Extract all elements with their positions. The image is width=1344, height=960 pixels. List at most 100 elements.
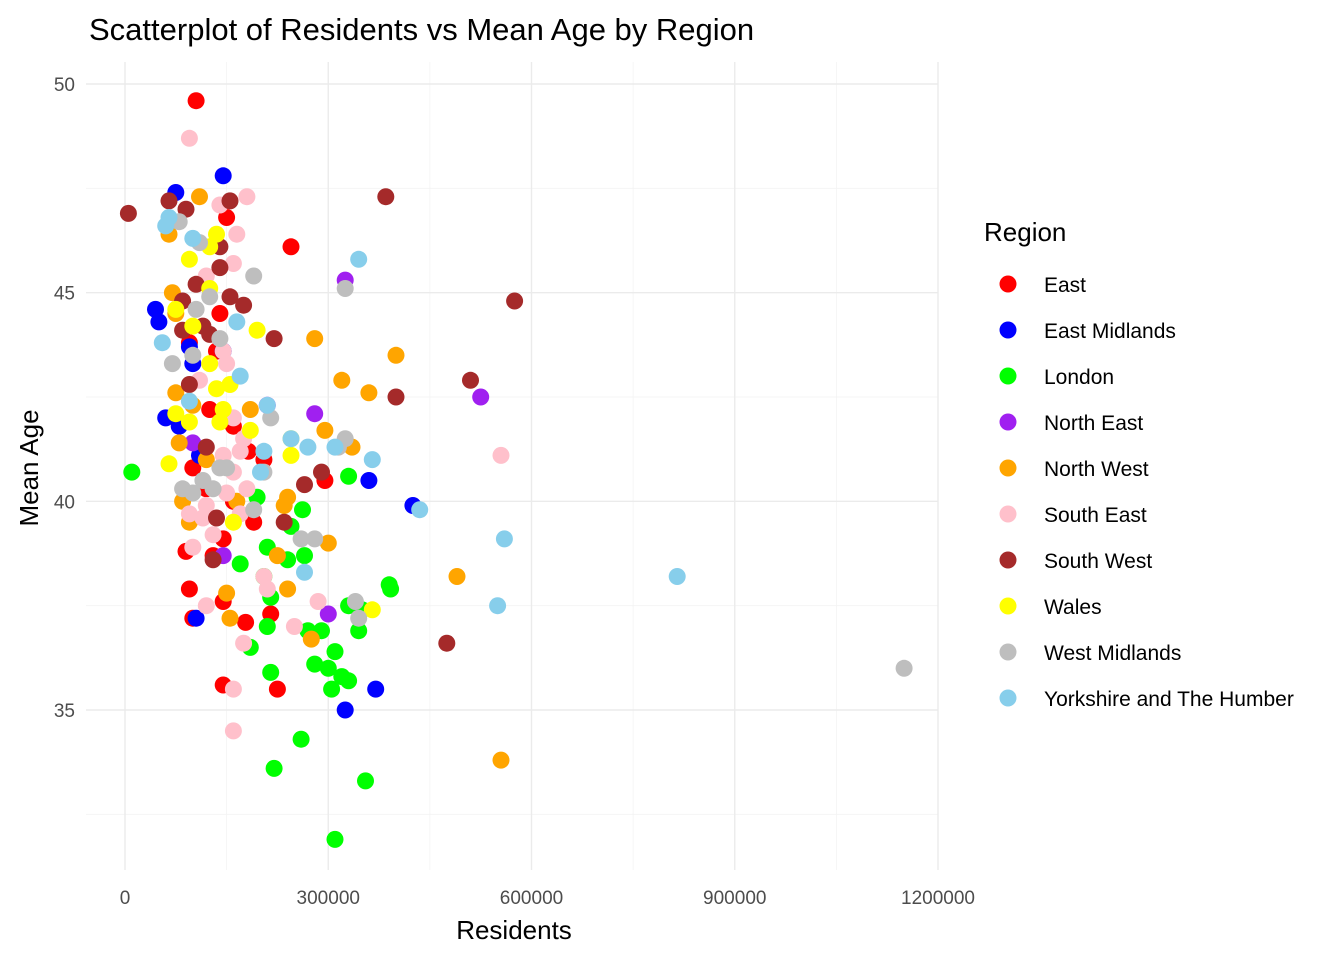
x-tick-label: 600000 bbox=[500, 888, 563, 909]
data-point bbox=[231, 367, 249, 385]
data-point bbox=[187, 300, 205, 318]
data-point bbox=[208, 380, 225, 398]
data-point bbox=[363, 601, 381, 619]
data-point bbox=[285, 618, 303, 635]
data-point bbox=[282, 446, 300, 464]
series-yorkshire-and-the-humber bbox=[153, 209, 686, 615]
legend-item: London bbox=[999, 366, 1114, 389]
legend-item: South East bbox=[999, 504, 1147, 527]
data-point bbox=[167, 384, 185, 402]
data-point bbox=[211, 305, 229, 322]
data-point bbox=[224, 722, 242, 740]
legend-label: Wales bbox=[1044, 596, 1102, 619]
data-point bbox=[340, 672, 358, 690]
data-point bbox=[204, 526, 222, 544]
data-point bbox=[211, 413, 229, 431]
legend-item: West Midlands bbox=[999, 642, 1181, 665]
data-point bbox=[350, 609, 368, 627]
data-point bbox=[387, 346, 405, 364]
data-point bbox=[336, 701, 354, 719]
legend: Region East East Midlands London North East… bbox=[984, 217, 1294, 711]
data-point bbox=[462, 371, 479, 389]
legend-key bbox=[999, 689, 1017, 707]
x-axis-title: Residents bbox=[456, 915, 572, 945]
data-point bbox=[306, 530, 324, 548]
data-point bbox=[336, 280, 354, 297]
data-point bbox=[238, 480, 256, 498]
data-point bbox=[282, 238, 300, 256]
data-point bbox=[191, 188, 208, 206]
data-point bbox=[245, 513, 263, 531]
legend-key bbox=[999, 413, 1017, 431]
data-point bbox=[123, 463, 141, 481]
legend-label: East bbox=[1044, 274, 1086, 297]
data-point bbox=[167, 405, 185, 423]
data-point bbox=[265, 330, 283, 348]
data-point bbox=[187, 609, 205, 627]
data-point bbox=[218, 484, 236, 502]
data-point bbox=[180, 129, 198, 147]
legend-label: North East bbox=[1044, 412, 1143, 435]
data-point bbox=[489, 597, 507, 615]
data-point bbox=[506, 292, 524, 310]
data-point bbox=[292, 730, 310, 748]
data-point bbox=[268, 547, 286, 565]
data-point bbox=[313, 463, 330, 481]
data-point bbox=[302, 630, 320, 648]
data-point bbox=[319, 605, 337, 623]
data-point bbox=[258, 396, 276, 414]
data-point bbox=[326, 643, 344, 661]
data-point bbox=[184, 434, 202, 452]
data-point bbox=[163, 355, 181, 373]
data-point bbox=[299, 438, 317, 456]
data-point bbox=[194, 509, 212, 527]
data-point bbox=[275, 497, 293, 514]
legend-key bbox=[999, 551, 1017, 569]
data-point bbox=[316, 421, 334, 439]
legend-item: East bbox=[999, 274, 1086, 297]
data-point bbox=[197, 451, 215, 469]
data-point bbox=[221, 609, 239, 627]
data-point bbox=[197, 438, 215, 456]
data-point bbox=[309, 593, 327, 610]
legend-key bbox=[999, 321, 1017, 339]
data-point bbox=[235, 634, 253, 652]
legend-label: South East bbox=[1044, 504, 1147, 527]
y-tick-label: 50 bbox=[54, 75, 75, 96]
data-point bbox=[180, 376, 198, 393]
data-point bbox=[201, 288, 219, 306]
data-point bbox=[377, 188, 395, 206]
data-point bbox=[157, 217, 175, 235]
legend-item: North West bbox=[999, 458, 1149, 481]
data-point bbox=[184, 317, 202, 335]
data-point bbox=[350, 622, 368, 640]
data-point bbox=[340, 467, 358, 485]
data-point bbox=[448, 568, 466, 585]
data-point bbox=[235, 296, 253, 314]
data-point bbox=[306, 330, 324, 348]
data-point bbox=[119, 204, 137, 222]
data-point bbox=[279, 580, 297, 598]
x-tick-label: 300000 bbox=[297, 888, 360, 909]
data-point bbox=[438, 634, 456, 652]
data-point bbox=[252, 463, 269, 481]
x-tick-label: 900000 bbox=[703, 888, 766, 909]
legend-key bbox=[999, 275, 1017, 293]
data-point bbox=[275, 513, 293, 531]
legend-label: North West bbox=[1044, 458, 1149, 481]
data-point bbox=[306, 405, 324, 423]
data-points bbox=[119, 92, 913, 848]
data-point bbox=[160, 192, 178, 210]
legend-item: North East bbox=[999, 412, 1143, 435]
data-point bbox=[895, 659, 913, 677]
data-point bbox=[180, 505, 198, 523]
x-tick-label: 1200000 bbox=[901, 888, 975, 909]
data-point bbox=[248, 321, 266, 339]
legend-key bbox=[999, 643, 1017, 661]
data-point bbox=[668, 568, 686, 585]
data-point bbox=[258, 618, 276, 635]
data-point bbox=[218, 209, 236, 226]
data-point bbox=[255, 442, 273, 460]
data-point bbox=[231, 555, 249, 573]
